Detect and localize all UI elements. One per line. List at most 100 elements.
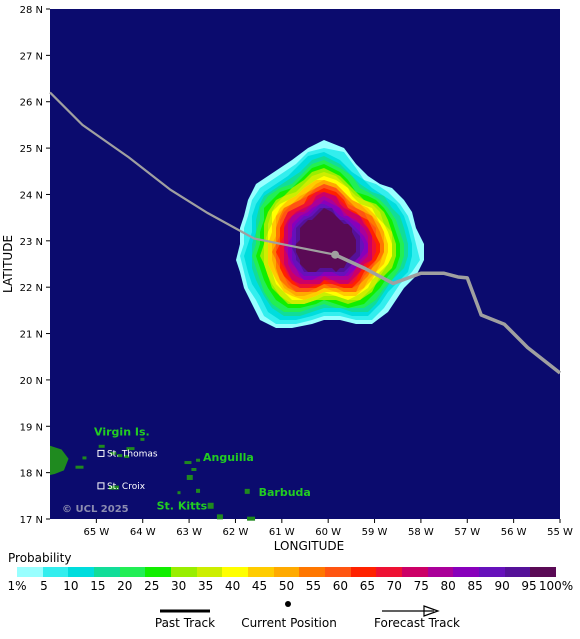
scale-swatch-7 [171, 567, 198, 577]
island-11 [191, 468, 197, 471]
scale-label: 85 [467, 579, 483, 593]
lat-tick-label: 24 N [20, 190, 43, 201]
island-10 [184, 461, 192, 465]
scale-swatch-2 [42, 567, 69, 577]
scale-swatch-6 [145, 567, 172, 577]
lat-tick-label: 18 N [20, 469, 43, 480]
island-8 [124, 455, 130, 459]
island-14 [196, 488, 201, 493]
probability-scale-labels: 1% 5 10 15 20 25 30 35 40 45 50 55 60 65 70 75 80 85 90 95 1… [0, 579, 580, 595]
town-label: St. Thomas [107, 449, 158, 459]
scale-swatch-18 [453, 567, 480, 577]
current-position-marker [331, 250, 340, 259]
scale-swatch-17 [427, 567, 454, 577]
scale-label: 35 [198, 579, 214, 593]
scale-label: 50 [278, 579, 295, 593]
forecast-track-line [334, 253, 562, 375]
forecast-track-label: Forecast Track [374, 616, 460, 630]
storm-tracks [49, 91, 562, 375]
track-key [160, 601, 440, 617]
lat-tick-label: 19 N [20, 422, 43, 433]
scale-label: 75 [413, 579, 429, 593]
island-4 [110, 451, 117, 455]
scale-label: 80 [440, 579, 456, 593]
scale-swatch-12 [299, 567, 326, 577]
scale-swatch-3 [68, 567, 95, 577]
scale-label: 5 [40, 579, 48, 593]
island-19 [177, 491, 181, 495]
scale-label: 70 [386, 579, 402, 593]
island-12 [196, 458, 201, 462]
scale-label: 10 [63, 579, 79, 593]
current-position-label: Current Position [241, 616, 337, 630]
lat-tick-label: 20 N [20, 376, 43, 387]
lon-tick-label: 63 W [176, 527, 202, 538]
scale-label: 55 [305, 579, 322, 593]
scale-swatch-15 [376, 567, 403, 577]
legend-title: Probability [8, 551, 72, 565]
scale-swatch-8 [196, 567, 223, 577]
lat-tick-label: 23 N [20, 237, 43, 248]
island-13 [186, 474, 193, 480]
lon-tick-label: 65 W [83, 527, 109, 538]
latitude-axis-title: LATITUDE [1, 235, 15, 293]
scale-label: 1% [7, 579, 27, 593]
scale-swatch-4 [94, 567, 121, 577]
scale-label: 90 [494, 579, 510, 593]
island-2 [82, 456, 87, 460]
past-track-line [49, 91, 336, 256]
region-label: Virgin Is. [94, 426, 150, 439]
lon-tick-label: 58 W [408, 527, 434, 538]
scale-swatch-13 [325, 567, 352, 577]
scale-swatch-21 [530, 567, 557, 577]
island-9 [108, 485, 119, 490]
lat-tick-label: 27 N [20, 51, 43, 62]
island-6 [126, 447, 135, 451]
lon-tick-label: 57 W [454, 527, 480, 538]
lat-tick-label: 28 N [20, 5, 43, 16]
lat-tick-label: 25 N [20, 144, 43, 155]
scale-swatch-9 [222, 567, 249, 577]
scale-swatch-10 [248, 567, 275, 577]
island-18 [247, 516, 256, 521]
copyright-text: © UCL 2025 [62, 504, 129, 515]
island-16 [216, 514, 223, 520]
lat-tick-label: 17 N [20, 515, 43, 526]
island-17 [244, 488, 250, 494]
lon-tick-label: 55 W [547, 527, 573, 538]
probability-color-scale [0, 567, 580, 581]
scale-label: 95 [521, 579, 537, 593]
scale-swatch-14 [350, 567, 377, 577]
scale-label: 30 [171, 579, 187, 593]
lon-tick-label: 62 W [223, 527, 249, 538]
town-marker [97, 482, 105, 490]
lon-tick-label: 59 W [362, 527, 388, 538]
scale-swatch-1 [17, 567, 44, 577]
scale-label: 20 [117, 579, 133, 593]
scale-swatch-11 [273, 567, 300, 577]
lon-tick-label: 61 W [269, 527, 295, 538]
island-1 [75, 465, 84, 469]
region-label: St. Kitts [157, 500, 208, 513]
scale-label: 25 [144, 579, 160, 593]
lon-tick-label: 64 W [130, 527, 156, 538]
lat-tick-label: 26 N [20, 98, 43, 109]
scale-label: 100% [538, 579, 574, 593]
town-label: St. Croix [107, 482, 146, 492]
lat-tick-label: 22 N [20, 283, 43, 294]
scale-label: 45 [251, 579, 268, 593]
land-masses [50, 437, 256, 521]
axis-ticks: 28 N 27 N 26 N 25 N 24 N 23 N 22 N 21 N 20 N 19 N… [20, 5, 573, 538]
scale-label: 60 [332, 579, 349, 593]
scale-label: 40 [224, 579, 241, 593]
scale-swatch-5 [119, 567, 146, 577]
longitude-axis-title: LONGITUDE [274, 539, 344, 553]
scale-swatch-19 [479, 567, 506, 577]
past-track-label: Past Track [154, 616, 216, 630]
region-label: Barbuda [259, 486, 311, 499]
scale-label: 65 [359, 579, 375, 593]
scale-label: 15 [90, 579, 106, 593]
island-3 [98, 444, 105, 448]
region-label: Anguilla [203, 451, 254, 464]
